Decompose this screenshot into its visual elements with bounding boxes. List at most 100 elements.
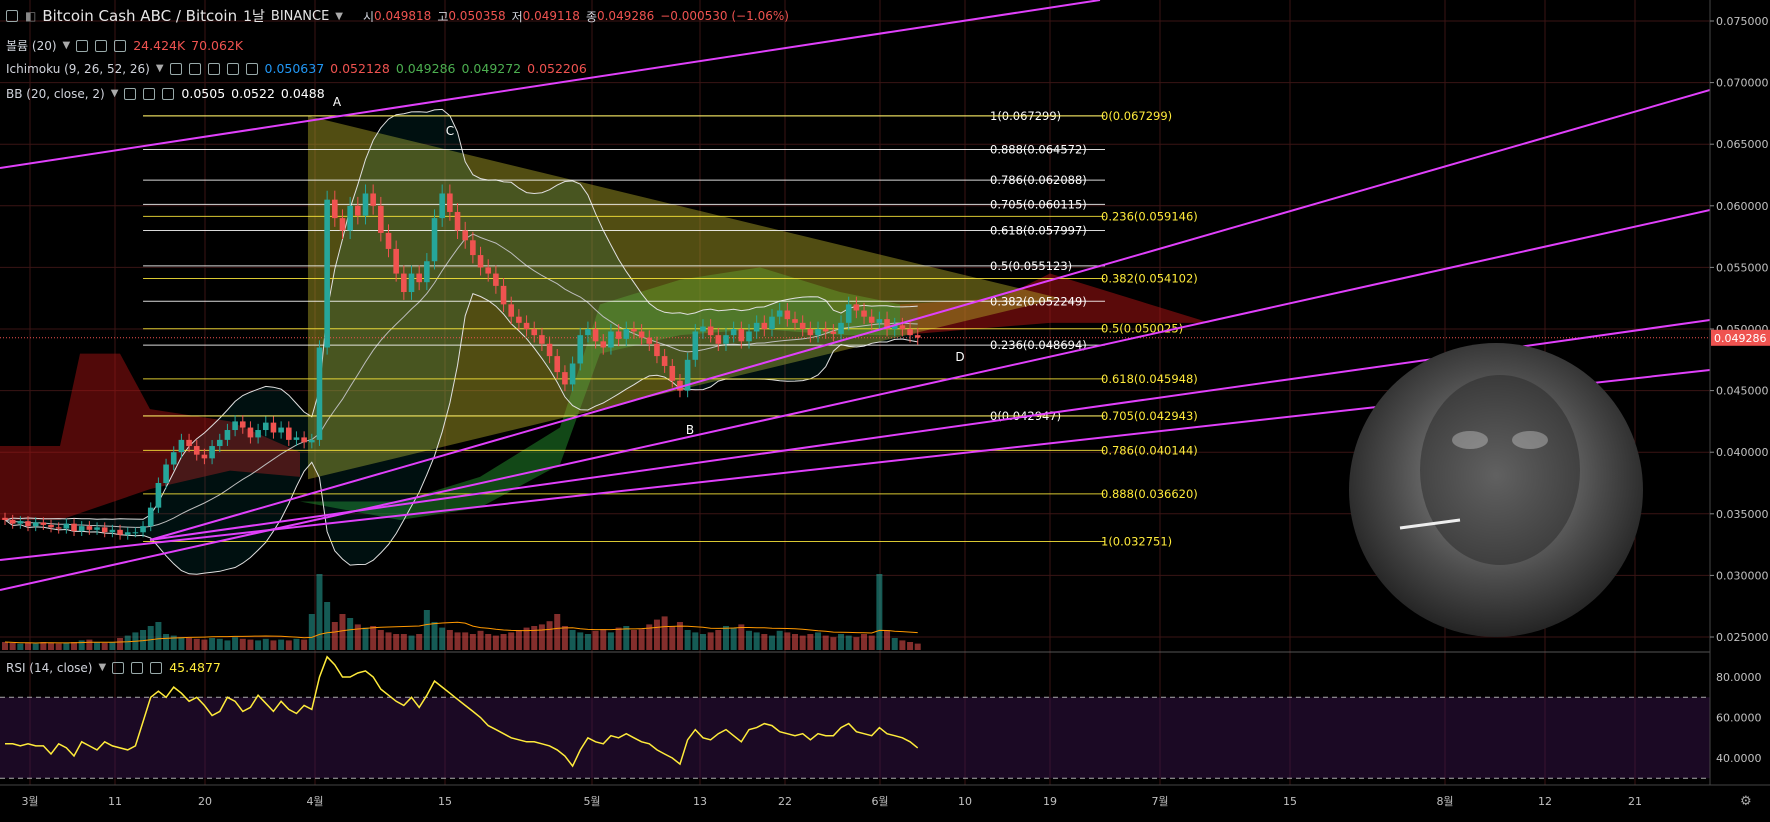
volume-bar xyxy=(485,634,492,650)
candle-body xyxy=(431,218,438,262)
time-tick-label: 12 xyxy=(1538,795,1552,808)
time-tick-label: 6월 xyxy=(871,795,888,808)
volume-bar xyxy=(799,635,806,650)
candle-body xyxy=(654,343,660,357)
volume-bar xyxy=(600,629,607,650)
volume-bar xyxy=(385,632,392,650)
volume-bar xyxy=(684,630,691,650)
symbol-title[interactable]: Bitcoin Cash ABC / Bitcoin xyxy=(42,7,238,25)
eye-icon[interactable] xyxy=(112,661,125,674)
volume-bar xyxy=(423,610,430,650)
candle-body xyxy=(25,521,31,527)
collapse-icon[interactable] xyxy=(6,10,18,22)
candle-body xyxy=(439,193,445,219)
candle-body xyxy=(339,218,346,231)
candle-body xyxy=(500,285,507,305)
candle-body xyxy=(799,322,806,329)
volume-bar xyxy=(71,642,78,650)
candle-body xyxy=(738,329,745,342)
point-label-c: C xyxy=(446,124,454,138)
candle-body xyxy=(71,523,77,532)
chevron-down-icon[interactable]: ▼ xyxy=(98,662,107,673)
interval-label[interactable]: 1날 xyxy=(243,9,265,25)
candle-body xyxy=(447,193,453,212)
bb-label[interactable]: BB (20, close, 2) xyxy=(6,86,105,101)
volume-bar xyxy=(262,638,269,650)
volume-bar xyxy=(86,639,93,650)
volume-bar xyxy=(2,642,8,650)
time-tick-label: 15 xyxy=(438,795,452,808)
candle-body xyxy=(677,380,683,391)
rsi-label[interactable]: RSI (14, close) xyxy=(6,660,93,675)
close-icon[interactable] xyxy=(114,39,127,52)
eye-icon[interactable] xyxy=(169,62,182,75)
volume-bar xyxy=(630,630,637,650)
fib-label: 0.618(0.057997) xyxy=(990,223,1087,237)
candle-body xyxy=(232,421,238,431)
candle-body xyxy=(155,483,162,508)
code-icon[interactable] xyxy=(207,62,220,75)
candle-body xyxy=(17,521,24,524)
candle-body xyxy=(355,205,361,216)
volume-bar xyxy=(439,627,446,650)
ichimoku-legend: Ichimoku (9, 26, 52, 26) ▼ 0.050637 0.05… xyxy=(6,61,587,76)
candle-body xyxy=(170,452,177,465)
candle-body xyxy=(378,205,384,233)
volume-bar xyxy=(784,632,791,650)
candle-body xyxy=(523,322,530,329)
volume-bar xyxy=(40,642,47,650)
chevron-down-icon[interactable]: ▼ xyxy=(62,40,71,51)
settings-icon[interactable] xyxy=(143,87,156,100)
rsi-value: 45.4877 xyxy=(169,660,221,675)
volume-bar xyxy=(308,614,315,650)
volume-bar xyxy=(523,627,530,650)
chevron-down-icon[interactable]: ▼ xyxy=(155,63,164,74)
volume-bar xyxy=(347,618,354,650)
volume-bar xyxy=(638,629,645,650)
close-icon[interactable] xyxy=(245,62,258,75)
candle-body xyxy=(78,526,85,532)
low-label: 저 xyxy=(511,9,523,24)
portrait-eye xyxy=(1512,431,1548,449)
chevron-down-icon[interactable]: ▼ xyxy=(110,88,119,99)
eye-icon[interactable] xyxy=(76,39,89,52)
close-icon[interactable] xyxy=(162,87,175,100)
candle-body xyxy=(853,304,860,311)
candle-body xyxy=(470,240,476,256)
candle-body xyxy=(239,421,246,428)
volume-bar xyxy=(63,642,70,650)
volume-bar xyxy=(324,602,331,650)
candle-body xyxy=(309,439,315,443)
chevron-down-icon[interactable]: ▼ xyxy=(335,10,343,22)
candle-body xyxy=(485,267,492,274)
menu-icon[interactable] xyxy=(226,62,239,75)
volume-label[interactable]: 볼륨 (20) xyxy=(6,39,57,53)
settings-icon[interactable] xyxy=(188,62,201,75)
volume-bar xyxy=(592,630,599,650)
volume-bar xyxy=(884,630,891,650)
volume-bar xyxy=(216,638,223,650)
candle-body xyxy=(608,331,614,348)
volume-bar xyxy=(508,632,515,650)
close-icon[interactable] xyxy=(150,661,163,674)
ichimoku-label[interactable]: Ichimoku (9, 26, 52, 26) xyxy=(6,61,150,76)
candle-body xyxy=(861,310,867,317)
volume-bar xyxy=(316,574,323,650)
settings-icon[interactable] xyxy=(95,39,108,52)
volume-bar xyxy=(454,632,461,650)
fib-label: 0.786(0.062088) xyxy=(990,173,1087,187)
settings-icon[interactable] xyxy=(131,661,144,674)
volume-bar xyxy=(669,626,676,650)
candle-body xyxy=(646,337,653,344)
candle-body xyxy=(63,523,70,529)
volume-bar xyxy=(807,634,814,650)
last-price-label: 0.049286 xyxy=(1714,332,1767,345)
fib-label: 0.786(0.040144) xyxy=(1101,443,1198,457)
trendline xyxy=(0,209,1710,591)
candle-body xyxy=(370,193,376,206)
eye-icon[interactable] xyxy=(124,87,137,100)
candle-body xyxy=(255,430,261,438)
gear-icon[interactable]: ⚙ xyxy=(1740,794,1752,809)
time-tick-label: 11 xyxy=(108,795,122,808)
